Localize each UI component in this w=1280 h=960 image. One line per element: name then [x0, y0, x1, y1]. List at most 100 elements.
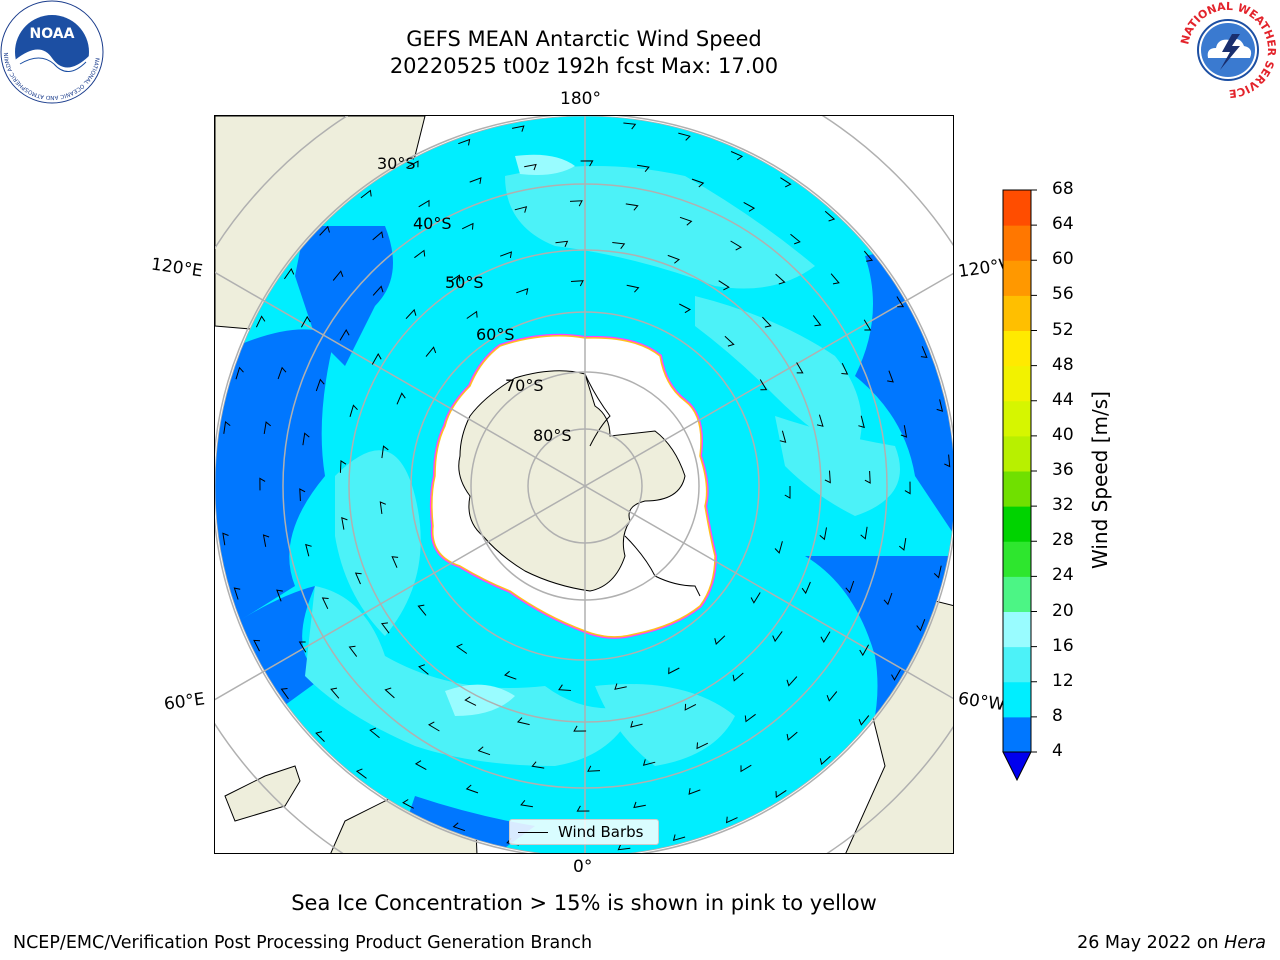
wind-barb [339, 460, 347, 473]
wind-barb [642, 759, 656, 766]
wind-barb [730, 151, 744, 161]
colorbar-bin [1003, 365, 1031, 402]
machine-name: Hera [1224, 933, 1266, 953]
wind-barb [936, 399, 944, 412]
speed-region-12-16 [505, 166, 815, 289]
wind-barb [775, 273, 786, 285]
wind-barb [299, 488, 306, 502]
wind-barb [458, 138, 471, 146]
wind-barb [858, 715, 870, 726]
wind-barbs [222, 122, 951, 851]
wind-barb [531, 761, 545, 769]
wind-barb [449, 274, 461, 283]
wind-barb [672, 834, 686, 842]
wind-barb [774, 541, 783, 554]
colorbar-tick-label: 4 [1052, 741, 1063, 761]
lat-label: 70°S [505, 376, 544, 395]
wind-barb [801, 581, 811, 595]
wind-barb [315, 378, 325, 392]
wind-barbs-legend: Wind Barbs [509, 819, 659, 845]
wind-barb [580, 160, 594, 167]
wind-barb [688, 788, 701, 795]
colorbar-extend-min [1002, 751, 1032, 782]
wind-barb [524, 163, 537, 171]
colorbar-tick-label: 20 [1052, 600, 1074, 621]
wind-barb [504, 670, 517, 680]
wind-barb [405, 308, 417, 320]
wind-barb [750, 592, 761, 604]
lon-label-top: 180° [560, 89, 601, 109]
map-frame: 30°S 40°S 50°S 60°S 70°S 80°S [214, 115, 954, 854]
credit-line: NCEP/EMC/Verification Post Processing Pr… [13, 933, 593, 953]
wind-barb [796, 362, 804, 374]
antarctica-group [429, 333, 718, 639]
wind-barb [381, 445, 389, 459]
wind-barb [587, 765, 601, 772]
wind-barb [464, 696, 477, 706]
wind-barb [339, 328, 350, 341]
wind-barb [933, 565, 942, 579]
colorbar-tick-label: 32 [1052, 495, 1074, 516]
wind-barb [427, 721, 440, 732]
colorbar-tick-label: 16 [1052, 635, 1074, 656]
wind-barb [860, 526, 868, 540]
lat-label: 30°S [377, 154, 416, 173]
legend-line-swatch [518, 831, 548, 833]
speed-region-12-16 [335, 450, 421, 636]
wind-barb [626, 284, 640, 293]
wind-barb [355, 768, 367, 779]
wind-barb [516, 717, 530, 726]
land-madagascar [224, 765, 301, 822]
wind-barb [864, 470, 871, 484]
wind-barb [461, 222, 474, 230]
colorbar-tick-label: 56 [1052, 284, 1074, 305]
colorbar-tick-label: 24 [1052, 565, 1074, 586]
noaa-logo: NATIONAL OCEANIC AND ATMOSPHERIC ADMINIS… [0, 0, 104, 104]
wind-barb [332, 270, 344, 281]
colorbar-tick-label: 12 [1052, 670, 1074, 691]
colorbar-tick-label: 44 [1052, 389, 1074, 410]
wind-barb [859, 644, 870, 657]
colorbar-bin [1003, 576, 1031, 612]
wind-barb [425, 346, 437, 357]
wind-barb [315, 731, 325, 742]
lon-label-upper-left: 120°E [149, 254, 204, 282]
wind-barb [253, 639, 261, 652]
speed-region-16-20 [515, 154, 575, 175]
colorbar-tick-label: 28 [1052, 530, 1074, 551]
wind-barb [396, 392, 406, 405]
speed-region-4-8 [215, 329, 335, 636]
wind-barb [724, 335, 735, 347]
colorbar-bin [1003, 541, 1031, 577]
ross-ice-shelf-coast [584, 373, 611, 447]
wind-barb [321, 597, 329, 610]
lat-label: 80°S [533, 426, 572, 445]
wind-barb [372, 231, 384, 241]
wind-barb [696, 742, 709, 750]
wind-barb [384, 687, 395, 699]
wind-barb [819, 527, 827, 541]
wind-barb [732, 672, 744, 682]
wind-barb [511, 125, 525, 132]
date-text: 26 May 2022 on [1077, 933, 1225, 953]
wind-barb [898, 538, 907, 551]
wind-barb [380, 622, 390, 634]
wind-barb [845, 580, 855, 594]
wind-barb [718, 280, 730, 291]
wind-barb [222, 532, 229, 546]
wind-barb [456, 643, 468, 654]
wind-barb [417, 604, 427, 616]
wind-barb [637, 164, 650, 173]
wind-barb [614, 683, 627, 690]
wind-barb [740, 764, 752, 773]
colorbar-bin [1003, 295, 1031, 331]
wind-barb [465, 784, 479, 794]
colorbar-title: Wind Speed [m/s] [1088, 391, 1112, 569]
colorbar-bin [1003, 190, 1031, 226]
wind-barb [784, 486, 791, 499]
colorbar-tick-label: 64 [1052, 214, 1074, 235]
colorbar-bin [1003, 471, 1031, 507]
wind-barb [916, 619, 926, 632]
colorbar-bin [1003, 225, 1031, 261]
wind-barb [944, 454, 951, 468]
